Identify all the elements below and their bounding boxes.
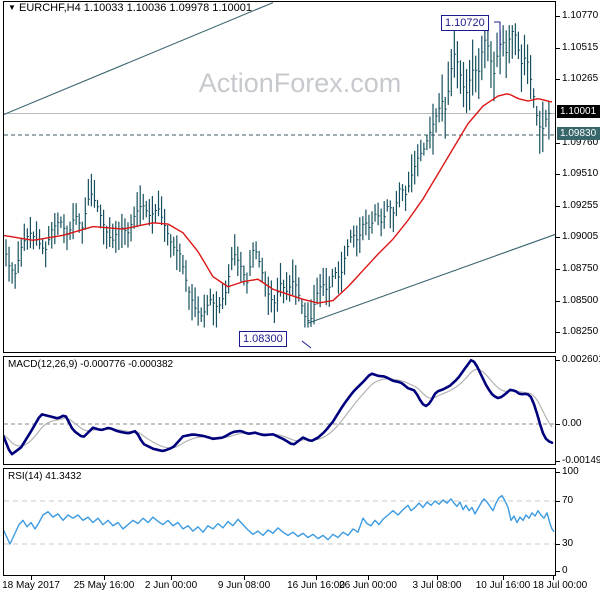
ohlc-header: ▼ EURCHF,H4 1.10033 1.10036 1.09978 1.10… <box>8 2 252 14</box>
price-tick-label: 30 <box>562 538 574 549</box>
price-tick-label: 1.10265 <box>562 73 599 85</box>
time-tick-label: 18 May 2017 <box>2 580 60 591</box>
symbol-dropdown-icon[interactable]: ▼ <box>8 3 16 12</box>
current-price-badge: 1.10001 <box>557 105 600 119</box>
price-tick-mark <box>556 472 560 473</box>
price-tick-label: 0 <box>562 565 568 576</box>
symbol-timeframe-label: EURCHF,H4 <box>18 2 81 14</box>
main-chart-canvas[interactable] <box>4 2 555 352</box>
time-tick-mark <box>316 576 317 580</box>
time-tick-label: 9 Jun 08:00 <box>217 580 271 591</box>
price-tick-mark <box>556 424 560 425</box>
price-tick-label: 70 <box>562 495 574 506</box>
macd-line <box>4 358 554 456</box>
price-tick-label: 1.09005 <box>562 231 599 243</box>
price-tick-label: 1.09255 <box>562 200 599 212</box>
main-chart-panel <box>3 1 556 353</box>
rsi-canvas[interactable] <box>4 469 555 575</box>
trendline-1[interactable] <box>4 2 274 116</box>
price-bars <box>5 23 551 328</box>
time-tick-label: 18 Jul 00:00 <box>532 580 588 591</box>
time-tick-mark <box>104 576 105 580</box>
signal-line <box>4 368 553 449</box>
price-tick-label: 100 <box>562 466 579 477</box>
time-tick-mark <box>437 576 438 580</box>
time-tick-label: 25 May 16:00 <box>73 580 135 591</box>
ohlc-values: 1.10033 1.10036 1.09978 1.10001 <box>83 2 252 14</box>
price-tick-mark <box>556 142 560 144</box>
time-tick-label: 10 Jul 16:00 <box>475 580 531 591</box>
price-tick-mark <box>556 16 560 17</box>
price-tick-mark <box>556 206 560 208</box>
price-tick-mark <box>556 47 560 49</box>
rsi-panel <box>3 468 556 576</box>
rsi-label: RSI(14) 41.3432 <box>8 471 82 482</box>
time-tick-label: 16 Jun 16:00 <box>287 580 345 591</box>
price-tick-label: 1.10770 <box>562 10 599 21</box>
price-tick-label: 1.08500 <box>562 294 599 306</box>
rsi-line <box>4 494 555 545</box>
price-tick-label: 1.08750 <box>562 263 599 275</box>
time-tick-mark <box>553 576 554 580</box>
price-tick-mark <box>556 300 560 302</box>
high-annotation-callout <box>494 21 501 50</box>
time-tick-mark <box>171 576 172 580</box>
price-tick-mark <box>556 501 560 502</box>
macd-label: MACD(12,26,9) -0.000776 -0.000382 <box>8 359 174 370</box>
high-price-label[interactable]: 1.10720 <box>441 15 489 31</box>
price-tick-mark <box>556 79 560 81</box>
time-tick-label: 3 Jul 08:00 <box>412 580 462 591</box>
trendline-2[interactable] <box>307 233 555 324</box>
price-tick-label: 1.08250 <box>562 326 599 338</box>
price-axis[interactable]: 1.10770 1.10515 1.10265 1.09760 1.09510 1.092… <box>556 0 600 576</box>
price-tick-label: 1.10515 <box>562 41 599 53</box>
moving-average-line <box>4 93 553 304</box>
macd-canvas[interactable] <box>4 357 555 464</box>
time-tick-mark <box>503 576 504 580</box>
support-price-badge: 1.09830 <box>557 126 600 140</box>
price-tick-mark <box>556 544 560 545</box>
price-tick-label: 0.002601 <box>562 353 600 365</box>
time-tick-label: 26 Jun 00:00 <box>339 580 397 591</box>
low-annotation-callout <box>301 340 312 349</box>
watermark: ActionForex.com <box>198 68 402 98</box>
time-tick-mark <box>244 576 245 580</box>
price-tick-mark <box>556 237 560 239</box>
price-tick-mark <box>556 332 560 334</box>
price-tick-label: 0.00 <box>562 418 582 429</box>
price-tick-label: 1.09510 <box>562 168 599 180</box>
price-tick-mark <box>556 174 560 176</box>
macd-panel <box>3 356 556 465</box>
time-tick-mark <box>368 576 369 580</box>
price-tick-mark <box>556 460 560 462</box>
price-tick-mark <box>556 269 560 271</box>
price-tick-label: 1.09760 <box>562 136 599 148</box>
time-axis[interactable]: 18 May 2017 25 May 16:00 2 Jun 00:00 9 Jun … <box>0 576 600 599</box>
price-tick-mark <box>556 571 560 572</box>
time-tick-mark <box>31 576 32 580</box>
low-price-label[interactable]: 1.08300 <box>239 331 287 347</box>
time-tick-label: 2 Jun 00:00 <box>144 580 198 591</box>
price-tick-mark <box>556 359 560 361</box>
